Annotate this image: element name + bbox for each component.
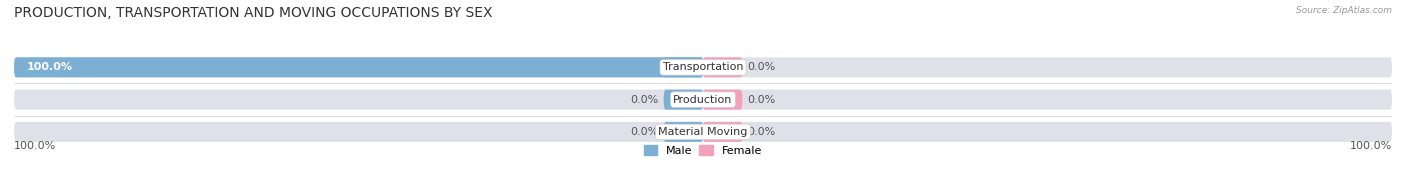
Text: 0.0%: 0.0% — [748, 127, 776, 137]
Text: 100.0%: 100.0% — [1350, 141, 1392, 151]
Text: 100.0%: 100.0% — [27, 62, 73, 72]
FancyBboxPatch shape — [14, 90, 1392, 110]
Text: Production: Production — [673, 95, 733, 105]
FancyBboxPatch shape — [664, 90, 703, 110]
Text: 0.0%: 0.0% — [630, 95, 658, 105]
Legend: Male, Female: Male, Female — [644, 145, 762, 156]
FancyBboxPatch shape — [664, 122, 703, 142]
FancyBboxPatch shape — [703, 90, 742, 110]
Text: 100.0%: 100.0% — [14, 141, 56, 151]
Text: 0.0%: 0.0% — [748, 95, 776, 105]
FancyBboxPatch shape — [703, 57, 742, 77]
Text: 0.0%: 0.0% — [748, 62, 776, 72]
FancyBboxPatch shape — [14, 122, 1392, 142]
Text: Transportation: Transportation — [662, 62, 744, 72]
FancyBboxPatch shape — [14, 57, 703, 77]
Text: PRODUCTION, TRANSPORTATION AND MOVING OCCUPATIONS BY SEX: PRODUCTION, TRANSPORTATION AND MOVING OC… — [14, 6, 492, 20]
FancyBboxPatch shape — [664, 57, 703, 77]
Text: Material Moving: Material Moving — [658, 127, 748, 137]
Text: Source: ZipAtlas.com: Source: ZipAtlas.com — [1296, 6, 1392, 15]
FancyBboxPatch shape — [14, 57, 1392, 77]
FancyBboxPatch shape — [703, 122, 742, 142]
Text: 0.0%: 0.0% — [630, 127, 658, 137]
